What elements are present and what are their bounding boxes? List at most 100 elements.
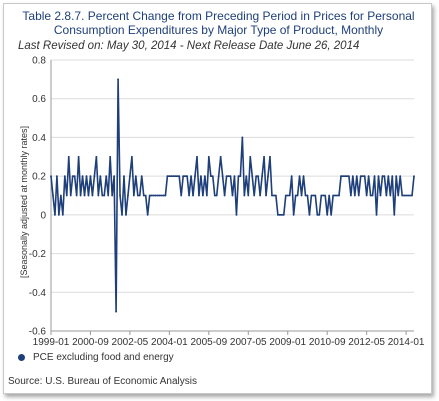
data-point [237,175,240,178]
data-point [136,194,139,197]
data-point [211,175,214,178]
data-point [93,175,96,178]
data-point [393,213,396,216]
data-point [184,175,187,178]
data-point [233,175,236,178]
data-point [353,194,356,197]
data-point [225,175,228,178]
data-point [129,175,131,178]
data-point [267,175,269,178]
data-point [403,194,406,197]
data-point [413,175,415,178]
data-point [346,175,348,178]
data-point [241,136,244,139]
data-point [276,213,279,216]
data-point [284,194,287,197]
data-point [89,175,92,178]
data-point [239,175,242,178]
data-point [355,175,358,178]
data-point [69,194,72,197]
y-tick-label: 0.2 [32,172,46,183]
data-point [375,213,378,216]
x-tick-label: 2005-09 [190,337,227,348]
data-point [103,194,106,197]
data-point [79,194,82,197]
x-tick-label: 2012-05 [348,337,385,348]
y-tick-label: 0 [40,210,46,221]
data-point [383,175,386,178]
y-tick-label: -0.2 [29,249,47,260]
data-point [52,194,54,197]
data-point [160,194,163,197]
data-point [83,194,86,197]
data-point [227,175,230,178]
data-point [105,175,108,178]
data-point [363,175,366,178]
data-point [320,194,323,197]
data-point [369,194,372,197]
x-tick-labels: 1999-01 2000-09 2002-05 2004-01 2005-09 2007-… [33,337,425,348]
data-point [203,175,206,178]
x-tick-label: 2000-09 [72,337,109,348]
data-point [259,194,262,197]
data-point [119,194,121,197]
data-point [269,155,271,158]
data-point [411,194,413,197]
data-point [130,155,133,158]
data-point [115,310,118,313]
data-point [330,213,333,216]
data-point [409,194,411,197]
data-point [278,213,281,216]
data-point [73,175,76,178]
data-point [302,175,305,178]
data-point [190,175,192,178]
x-tick-label: 2004-01 [151,337,188,348]
data-point [316,213,319,216]
y-tick-label: 0.8 [32,56,46,67]
data-point [156,194,159,197]
data-point [385,194,388,197]
data-point [101,194,104,197]
data-point [59,194,62,197]
data-point [306,194,309,197]
data-point [61,213,64,216]
legend-marker [18,354,25,361]
data-point [209,175,212,178]
legend-label: PCE excluding food and energy [33,352,174,363]
line-chart: -0.6 -0.4 -0.2 0 0.2 0.4 0.6 0.8 1999-01 2000-09… [19,56,425,349]
data-point [288,194,291,197]
data-point [328,194,331,197]
y-tick-label: 0.4 [32,133,46,144]
data-point [56,175,58,178]
data-point [312,194,315,197]
data-point [334,194,336,197]
data-point [164,194,167,197]
data-point [85,175,88,178]
data-point [405,194,408,197]
chart-frame: Table 2.8.7. Percent Change from Precedi… [3,3,432,394]
source-note: Source: U.S. Bureau of Economic Analysis [8,376,197,387]
x-tick-label: 2007-05 [230,337,267,348]
data-point [344,175,346,178]
data-point [205,194,208,197]
data-point [371,194,374,197]
data-point [109,155,112,158]
data-point [117,78,119,81]
data-point [178,175,181,178]
data-point [251,175,254,178]
data-point [367,175,370,178]
data-point [373,175,376,178]
data-point [188,194,190,197]
data-point [194,175,196,178]
data-point [231,194,234,197]
data-point [113,175,116,178]
data-point [162,194,165,197]
data-point [97,194,100,197]
data-point [296,194,299,197]
data-point [223,194,226,197]
data-point [54,213,56,216]
data-point [401,194,404,197]
data-point [77,155,80,158]
data-point [290,175,293,178]
data-point [361,175,364,178]
